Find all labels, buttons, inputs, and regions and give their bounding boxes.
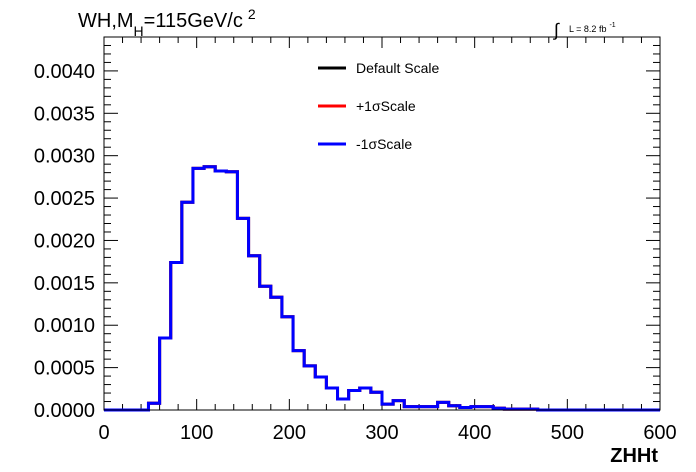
integral-symbol: ∫ — [552, 20, 560, 40]
y-tick-label: 0.0010 — [34, 315, 95, 337]
y-tick-label: 0.0040 — [34, 61, 95, 83]
lumi-annotation: ∫ L = 8.2 fb -1 — [552, 20, 616, 40]
y-tick-label: 0.0015 — [34, 273, 95, 295]
lumi-superscript: -1 — [609, 22, 615, 29]
y-tick-label: 0.0025 — [34, 188, 95, 210]
legend-label: +1σScale — [356, 98, 416, 114]
tick-labels: 0 100 200 300 400 500 600 0.0000 0.0005 0.0010 0.0… — [34, 61, 677, 444]
x-tick-label: 300 — [365, 422, 398, 444]
y-tick-label: 0.0005 — [34, 358, 95, 380]
y-tick-label: 0.0030 — [34, 146, 95, 168]
x-tick-label: 400 — [458, 422, 491, 444]
plot-frame — [103, 36, 661, 411]
top-left-annotation: WH,MH=115GeV/c 2 — [78, 6, 256, 39]
svg-text:WH,MH=115GeV/c2: WH,MH=115GeV/c 2 — [78, 6, 256, 39]
legend-label: -1σScale — [356, 136, 412, 152]
x-axis-label: ZHHt — [610, 445, 658, 467]
annotation-subscript: H — [134, 23, 144, 39]
x-tick-label: 0 — [98, 422, 109, 444]
annotation-wh: WH,M — [78, 10, 134, 32]
series-line--1-scale — [104, 165, 660, 412]
series-layer — [104, 165, 660, 412]
annotation-mass: =115GeV/c — [144, 10, 243, 32]
lumi-text: L = 8.2 fb — [569, 24, 606, 34]
axes-ticks — [103, 36, 661, 411]
y-tick-label: 0.0035 — [34, 103, 95, 125]
annotation-superscript: 2 — [248, 6, 256, 22]
y-tick-label: 0.0000 — [34, 400, 95, 422]
x-tick-label: 600 — [643, 422, 676, 444]
x-tick-label: 100 — [180, 422, 213, 444]
svg-text:L = 8.2 fb-1: L = 8.2 fb -1 — [569, 22, 616, 34]
legend: Default Scale +1σScale -1σScale — [318, 60, 439, 152]
x-tick-label: 200 — [273, 422, 306, 444]
x-tick-label: 500 — [551, 422, 584, 444]
legend-label: Default Scale — [356, 60, 439, 76]
y-tick-label: 0.0020 — [34, 230, 95, 252]
